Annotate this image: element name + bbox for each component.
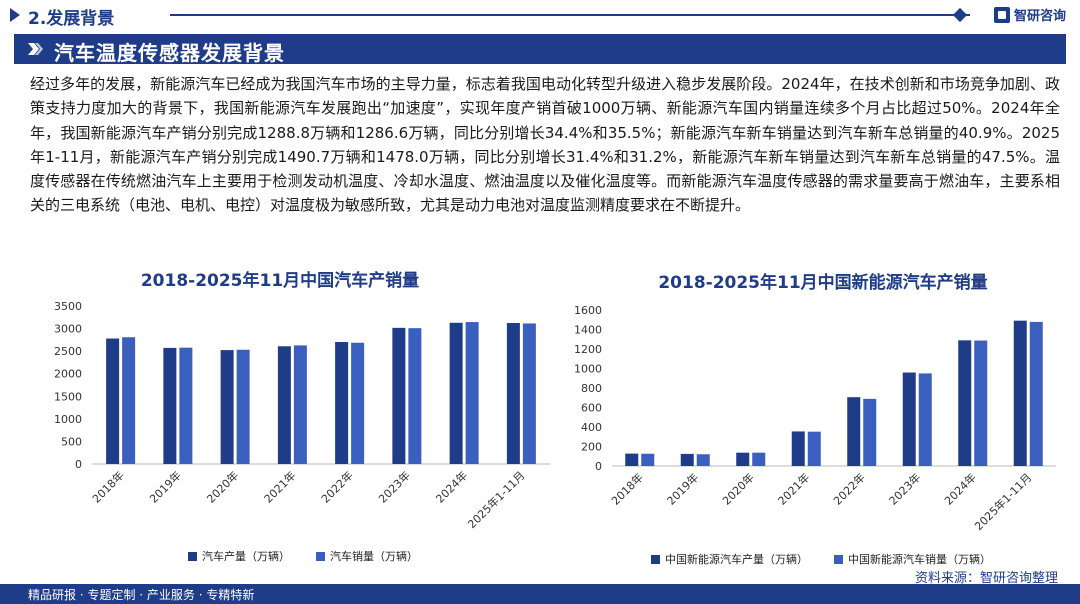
legend-swatch [316,551,325,561]
bar-sales [408,328,422,464]
bar-production [449,322,463,464]
legend-label: 汽车产量（万辆） [202,550,290,563]
vehicle-production-sales-chart: 0 500 1000 1500 2000 2500 3000 3500 2018年 2019年 20… [54,300,550,531]
page-title: 汽车温度传感器发展背景 [54,41,285,65]
x-tick-label: 2018年 [608,470,645,507]
y-tick-label: 3000 [54,323,82,336]
legend-label: 汽车销量（万辆） [330,550,418,563]
brand-logo-icon [993,6,1010,23]
y-tick-label: 1600 [574,304,602,317]
x-tick-label: 2019年 [664,470,701,507]
x-tick-label: 2020年 [204,468,241,505]
bar-production [392,327,406,464]
bar-production [791,431,805,466]
x-tick-label: 2023年 [886,470,923,507]
y-tick-label: 2000 [54,368,82,381]
bar-sales [1029,321,1043,466]
bar-production [277,346,291,464]
section-divider [170,14,970,16]
x-tick-label: 2022年 [318,468,355,505]
x-tick-label: 2025年1-11月 [465,468,528,531]
bar-sales [351,342,365,464]
x-tick-label: 2020年 [719,470,756,507]
bar-sales [641,453,655,466]
legend-swatch [834,554,843,564]
source-note: 资料来源：智研咨询整理 [914,571,1058,586]
y-tick-label: 600 [581,402,602,415]
bar-production [902,372,916,466]
bar-sales [179,347,193,464]
y-tick-label: 800 [581,382,602,395]
x-tick-label: 2022年 [830,470,867,507]
bar-production [220,350,234,464]
bar-production [335,342,349,464]
x-tick-label: 2024年 [433,468,470,505]
brand-name: 智研咨询 [1013,9,1066,24]
y-tick-label: 200 [581,441,602,454]
bar-production [847,397,861,466]
y-tick-label: 0 [75,458,82,471]
legend-swatch [188,551,197,561]
legend-item: 中国新能源汽车销量（万辆） [834,551,991,567]
y-tick-label: 0 [595,460,602,473]
footer-tags: 精品研报 · 专题定制 · 产业服务 · 专精特新 [28,588,255,602]
bar-production [1013,320,1027,466]
x-tick-label: 2019年 [147,468,184,505]
y-tick-label: 1500 [54,390,82,403]
top-bar: 2.发展背景 智研咨询 [0,0,1080,30]
legend-nev: 中国新能源汽车产量（万辆） 中国新能源汽车销量（万辆） [651,551,991,567]
bar-production [106,338,120,464]
legend-item: 中国新能源汽车产量（万辆） [651,551,808,567]
bar-sales [974,340,988,466]
intro-paragraph: 经过多年的发展，新能源汽车已经成为我国汽车市场的主导力量，标志着我国电动化转型升… [30,75,1060,215]
divider-diamond-icon [952,7,968,23]
bar-sales [752,452,766,466]
x-tick-label: 2023年 [376,468,413,505]
bar-sales [918,373,932,466]
x-tick-label: 2024年 [941,470,978,507]
bar-sales [465,322,479,464]
bar-production [736,452,750,466]
x-tick-label: 2025年1-11月 [971,470,1034,533]
bar-production [958,340,972,466]
chart-title-vehicles: 2018-2025年11月中国汽车产销量 [140,271,420,291]
bar-sales [696,454,710,466]
bar-production [506,323,520,464]
chart-title-nev: 2018-2025年11月中国新能源汽车产销量 [658,273,988,293]
legend-vehicles: 汽车产量（万辆） 汽车销量（万辆） [188,548,418,564]
bar-sales [236,349,250,464]
y-tick-label: 1400 [574,324,602,337]
brand: 智研咨询 [993,5,1066,24]
bar-sales [293,345,307,464]
legend-swatch [651,554,660,564]
bar-sales [522,323,536,464]
chevrons-icon [28,43,43,55]
footer-bar [0,584,1080,604]
bar-sales [863,398,877,466]
y-tick-label: 3500 [54,300,82,313]
y-tick-label: 1200 [574,343,602,356]
bar-sales [807,431,821,466]
x-tick-label: 2021年 [775,470,812,507]
section-marker-icon [10,8,20,22]
legend-label: 中国新能源汽车产量（万辆） [665,553,808,566]
y-tick-label: 400 [581,421,602,434]
y-tick-label: 1000 [574,363,602,376]
x-tick-label: 2021年 [261,468,298,505]
nev-production-sales-chart: 0 200 400 600 800 1000 1200 1400 1600 2018年 2019年 2… [574,304,1056,533]
title-banner: 汽车温度传感器发展背景 [14,34,1066,65]
y-tick-label: 1000 [54,413,82,426]
y-tick-label: 500 [61,435,82,448]
legend-item: 汽车产量（万辆） [188,548,290,564]
y-tick-label: 2500 [54,345,82,358]
bar-production [625,453,639,466]
legend-item: 汽车销量（万辆） [316,548,418,564]
bar-production [680,453,694,466]
section-title: 2.发展背景 [28,9,115,29]
bar-production [163,347,177,464]
bar-sales [122,337,136,464]
x-tick-label: 2018年 [89,468,126,505]
legend-label: 中国新能源汽车销量（万辆） [848,553,991,566]
